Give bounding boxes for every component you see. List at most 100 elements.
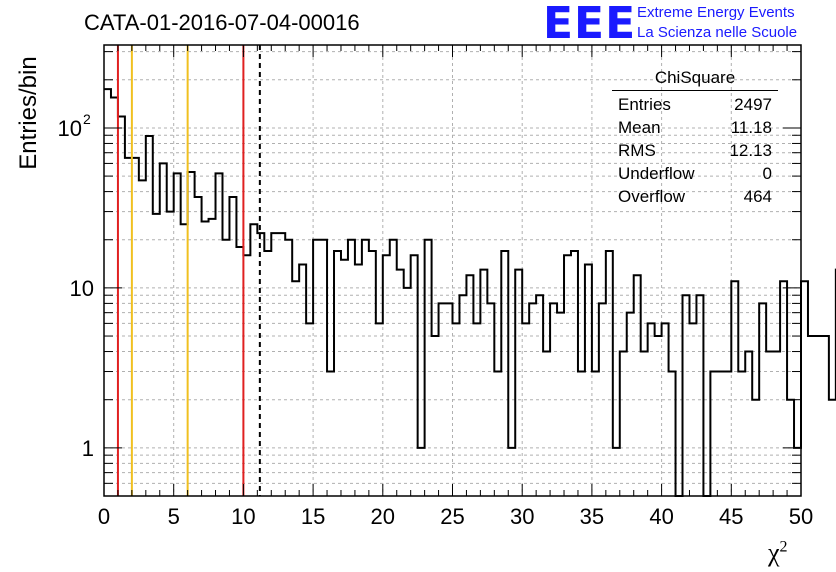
histogram-bin [808,336,815,496]
histogram-bin [146,136,153,496]
histogram-bin [125,158,132,496]
histogram-bin [683,295,690,496]
x-tick-label: 50 [789,504,813,529]
stats-value: 2497 [734,95,772,114]
histogram-bin [111,97,118,496]
histogram-bin [411,255,418,496]
logo-caption-line1: Extreme Energy Events [637,4,795,21]
histogram-bin [585,265,592,496]
histogram-bin [355,265,362,496]
y-tick-label: 10 [70,276,94,301]
histogram-bin [167,212,174,496]
x-tick-label: 10 [231,504,255,529]
histogram-bin [243,255,250,496]
y-tick-label: 10 [58,116,82,141]
stats-title: ChiSquare [612,68,778,91]
x-axis-label-symbol: χ [768,538,780,567]
histogram-bin [745,352,752,496]
eee-logo: EEE [543,0,637,49]
histogram-bin [118,116,125,496]
histogram-bin [522,323,529,496]
histogram-bin [655,336,662,496]
histogram-bin [348,240,355,496]
histogram-bin [222,240,229,496]
histogram-bin [822,336,829,496]
histogram-bin [306,323,313,496]
x-tick-label: 25 [440,504,464,529]
histogram-bin [453,323,460,496]
histogram-bin [648,323,655,496]
y-tick-label-exponent: 2 [83,111,91,127]
stats-value: 11.18 [730,118,772,137]
x-tick-label: 0 [98,504,110,529]
histogram-bin [696,295,703,496]
histogram-bin [669,372,676,496]
histogram-bin [717,372,724,496]
stats-row-mean: Mean 11.18 [612,116,778,139]
stats-value: 464 [743,187,772,206]
histogram-bin [320,240,327,496]
histogram-bin [641,352,648,496]
histogram-bin [432,336,439,496]
histogram-bin [229,197,236,496]
histogram-bin [627,313,634,496]
stats-label: Underflow [618,164,695,183]
histogram-bin [689,323,696,496]
x-tick-label: 30 [510,504,534,529]
logo-caption-line2: La Scienza nelle Scuole [637,24,798,41]
stats-row-underflow: Underflow 0 [612,162,778,185]
histogram-bin [578,372,585,496]
x-tick-label: 35 [580,504,604,529]
stats-label: Mean [618,118,661,137]
histogram-bin [557,313,564,496]
histogram-bin [620,352,627,496]
histogram-bin [278,233,285,496]
histogram-bin [564,255,571,496]
stats-box: ChiSquare Entries 2497 Mean 11.18 RMS 12.13… [612,68,778,208]
x-axis-label: χ2 [768,538,788,568]
x-axis-label-exponent: 2 [779,538,788,556]
histogram-bin [773,352,780,496]
stats-label: RMS [618,141,656,160]
x-tick-label: 20 [371,504,395,529]
x-tick-label: 40 [649,504,673,529]
histogram-bin [362,240,369,496]
histogram-bin [139,180,146,496]
histogram-bin [153,214,160,496]
chart-title: CATA-01-2016-07-04-00016 [84,10,360,35]
stats-label: Entries [618,95,671,114]
histogram-bin [195,197,202,496]
y-tick-label: 1 [82,436,94,461]
stats-row-entries: Entries 2497 [612,93,778,116]
histogram-bin [494,372,501,496]
histogram-bin [536,295,543,496]
histogram-bin [376,323,383,496]
histogram-bin [404,288,411,496]
histogram-bin [815,336,822,496]
histogram-bin [313,240,320,496]
histogram-bin [459,295,466,496]
stats-row-overflow: Overflow 464 [612,185,778,208]
x-tick-label: 45 [719,504,743,529]
histogram-bin [383,255,390,496]
histogram-bin [271,233,278,496]
stats-label: Overflow [618,187,686,206]
x-tick-label: 5 [168,504,180,529]
histogram-bin [710,372,717,496]
histogram-bin [662,323,669,496]
histogram-bin [801,281,808,496]
y-axis-label: Entries/bin [15,56,42,170]
histogram-bin [390,240,397,496]
histogram-bin [425,240,432,496]
histogram-bin [160,163,167,496]
histogram-bin [104,89,111,496]
stats-value: 0 [762,164,772,183]
stats-value: 12.13 [729,141,772,160]
histogram-bin [766,352,773,496]
histogram-bin [724,372,731,496]
histogram-bin [299,265,306,496]
histogram-bin [327,372,334,496]
histogram-bin [132,158,139,496]
histogram-bin [829,400,836,496]
stats-row-rms: RMS 12.13 [612,139,778,162]
